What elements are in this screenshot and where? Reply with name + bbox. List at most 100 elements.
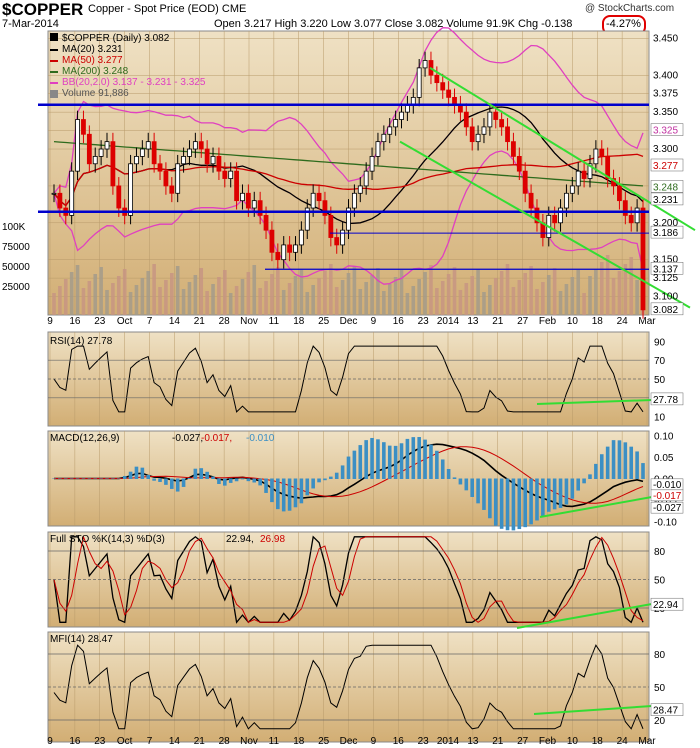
volume-bar (511, 287, 516, 315)
volume-bar (158, 287, 162, 315)
candle-body (157, 163, 163, 172)
price-axis-label: 3.100 (653, 292, 678, 303)
volume-bar (605, 255, 610, 315)
volume-bar (281, 290, 286, 315)
price-axis-tag (650, 262, 684, 275)
x-tick-label: 23 (418, 316, 430, 327)
volume-bar (558, 291, 563, 315)
volume-bar (258, 288, 262, 315)
volume-bar (170, 273, 174, 315)
x-tick-label: 27 (517, 316, 529, 327)
candle-body (51, 192, 57, 195)
macd-histogram-bar (270, 478, 274, 503)
macd-histogram-bar (546, 478, 551, 512)
indicator-value-tag (650, 703, 684, 716)
x-tick-label: 28 (219, 316, 231, 327)
price-axis-tag (650, 225, 684, 239)
x-tick-label-bottom: 2014 (437, 736, 460, 747)
volume-bar (93, 274, 98, 315)
volume-bar (429, 265, 433, 315)
ohlc-summary: Open 3.217 High 3.220 Low 3.077 Close 3.… (214, 18, 573, 30)
candle-body (434, 74, 440, 84)
volume-bar (499, 271, 504, 315)
x-tick-label-bottom: 9 (371, 736, 377, 747)
volume-bar (299, 269, 304, 315)
candle-body (69, 170, 75, 216)
volume-bar (128, 292, 133, 315)
mfi-trendline (533, 705, 653, 715)
x-tick-label-bottom: 10 (567, 736, 579, 747)
x-tick-label-bottom: 7 (147, 736, 153, 747)
macd-histogram-bar (482, 478, 486, 510)
volume-bar (122, 269, 127, 315)
volume-bar (623, 264, 628, 315)
x-tick-label: 7 (147, 316, 153, 327)
candle-body (375, 141, 381, 157)
candle-body (558, 207, 563, 224)
price-axis-label: 3.350 (653, 107, 678, 118)
candle-body (493, 111, 499, 120)
rsi-line (53, 345, 644, 413)
macd-value-label: -0.017 (653, 491, 682, 502)
volume-bar (287, 283, 292, 315)
macd-histogram-bar (599, 454, 604, 479)
macd-histogram-bar (246, 478, 251, 482)
volume-bar (570, 277, 575, 315)
macd-histogram-bar (276, 478, 280, 510)
candle-body (75, 119, 80, 172)
candle-body (617, 185, 622, 202)
macd-histogram-bar (387, 445, 392, 479)
macd-histogram-bar (205, 471, 209, 479)
candle-body (552, 215, 558, 224)
volume-bar (476, 269, 480, 315)
macd-histogram-bar (240, 478, 245, 480)
price-axis-label: 3.082 (653, 305, 678, 316)
candle-body (251, 200, 257, 209)
candle-body (263, 215, 269, 231)
volume-bar (164, 280, 168, 315)
macd-histogram-bar (423, 439, 427, 479)
x-tick-label-bottom: Dec (340, 736, 358, 747)
macd-axis-label: 0.10 (654, 431, 674, 442)
macd-histogram-bar (393, 445, 398, 479)
volume-bar (399, 270, 404, 315)
macd-histogram-bar (505, 478, 510, 531)
candle-body (481, 126, 487, 135)
macd-histogram-bar (329, 476, 333, 479)
macd-histogram-bar (317, 478, 321, 483)
volume-bar (464, 283, 469, 315)
macd-histogram-bar (523, 478, 527, 528)
candle-body (587, 163, 593, 179)
volume-bar (181, 289, 186, 315)
volume-bar (105, 290, 109, 315)
x-tick-label: Feb (539, 316, 557, 327)
macd-histogram-bar (493, 478, 498, 526)
macd-histogram-bar (116, 478, 121, 479)
macd-histogram-bar (435, 450, 439, 479)
x-tick-label-bottom: 23 (94, 736, 106, 747)
candle-body (92, 156, 98, 165)
x-tick-label-bottom: 11 (269, 736, 280, 747)
candle-body (511, 141, 516, 157)
volume-bar (63, 279, 68, 315)
volume-axis-label: 50000 (2, 262, 30, 273)
volume-bar (234, 286, 239, 315)
macd-histogram-bar (158, 478, 162, 482)
legend-ma200: MA(200) 3.248 (62, 66, 129, 77)
x-tick-label: 21 (492, 316, 504, 327)
macd-histogram-bar (223, 478, 227, 486)
price-axis-tag (650, 192, 684, 206)
candle-body (593, 148, 599, 165)
volume-bar (387, 284, 392, 315)
candle-body (216, 156, 222, 172)
x-tick-label: 23 (94, 316, 106, 327)
mfi-line (53, 644, 644, 730)
volume-bar (405, 293, 410, 315)
candle-body (98, 148, 104, 157)
x-tick-label: 13 (467, 316, 479, 327)
legend-volume: Volume 91,886 (62, 88, 129, 99)
sto-axis-label: 50 (654, 576, 666, 587)
macd-histogram-bar (411, 437, 416, 479)
price-axis-label: 3.186 (653, 228, 678, 239)
sto-k-line (53, 535, 644, 624)
